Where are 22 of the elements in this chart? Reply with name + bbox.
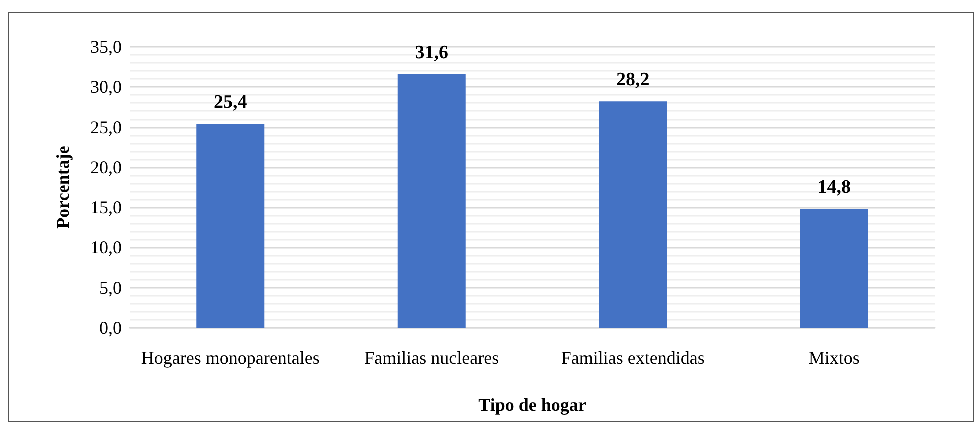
- y-tick-label: 30,0: [90, 77, 122, 98]
- bar: [599, 102, 668, 328]
- y-axis-title: Porcentaje: [53, 146, 73, 229]
- x-tick-label: Familias extendidas: [561, 348, 705, 368]
- y-tick-label: 0,0: [100, 318, 122, 338]
- bar: [196, 124, 265, 328]
- y-tick-label: 10,0: [90, 238, 122, 258]
- y-tick-label: 25,0: [90, 117, 122, 138]
- data-label: 14,8: [818, 177, 851, 198]
- data-label: 28,2: [616, 70, 650, 91]
- bar: [800, 209, 868, 328]
- x-tick-label: Familias nucleares: [364, 348, 500, 368]
- data-label: 31,6: [415, 42, 448, 64]
- y-tick-label: 20,0: [90, 157, 122, 178]
- y-tick-label: 35,0: [90, 37, 122, 57]
- y-tick-label: 15,0: [90, 198, 122, 218]
- x-tick-label: Hogares monoparentales: [141, 348, 320, 368]
- x-axis-title: Tipo de hogar: [478, 395, 586, 415]
- y-tick-label: 5,0: [100, 278, 122, 298]
- x-tick-label: Mixtos: [808, 348, 860, 368]
- bar: [398, 74, 466, 328]
- data-label: 25,4: [214, 92, 248, 114]
